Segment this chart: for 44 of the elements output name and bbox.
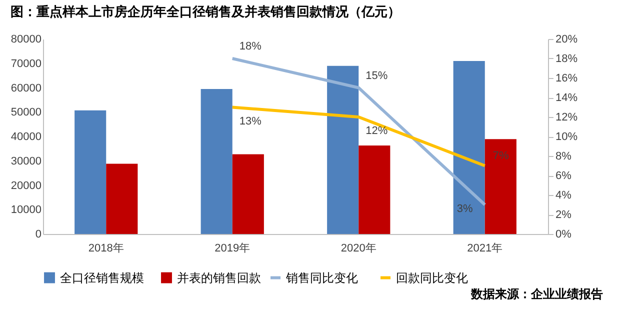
y2-tick-label: 18% [556, 53, 578, 65]
chart-title: 图：重点样本上市房企历年全口径销售及并表销售回款情况（亿元） [10, 4, 400, 19]
bar [327, 66, 359, 234]
bar [200, 88, 232, 234]
y-tick-label: 50000 [10, 106, 42, 119]
y2-tick-label: 10% [556, 131, 578, 143]
y-tick-label: 80000 [10, 34, 42, 46]
y2-tick-label: 6% [556, 170, 572, 182]
y2-tick-label: 12% [556, 112, 578, 124]
y2-tick-label: 2% [556, 209, 572, 221]
legend-label: 回款同比变化 [396, 270, 468, 285]
data-label: 12% [366, 125, 388, 137]
bar [232, 154, 264, 234]
data-label: 3% [456, 202, 474, 215]
y-tick-label: 20000 [10, 180, 42, 192]
y-tick-label: 0 [35, 228, 42, 240]
bar [358, 146, 390, 234]
source-note: 数据来源：企业业绩报告 [470, 287, 603, 301]
legend-label: 并表的销售回款 [177, 270, 261, 285]
bar [74, 110, 106, 234]
y2-tick-label: 14% [556, 92, 578, 104]
y2-tick-label: 20% [556, 34, 578, 46]
y2-tick-label: 8% [556, 150, 572, 162]
data-label: 7% [492, 150, 510, 162]
y2-tick-label: 4% [556, 190, 572, 202]
data-label: 15% [366, 70, 388, 82]
x-tick-label: 2019年 [214, 242, 250, 254]
x-tick-label: 2021年 [467, 242, 503, 254]
bar [106, 164, 138, 234]
x-tick-label: 2020年 [340, 242, 376, 254]
y-tick-label: 30000 [10, 155, 42, 168]
x-tick-label: 2018年 [88, 242, 124, 254]
y2-tick-label: 0% [556, 228, 572, 240]
y-tick-label: 40000 [10, 131, 42, 143]
data-label: 13% [239, 115, 262, 128]
legend-label: 全口径销售规模 [60, 270, 144, 285]
data-label: 18% [239, 40, 262, 52]
bar [484, 139, 516, 234]
y-tick-label: 70000 [10, 58, 42, 70]
bar [453, 60, 485, 234]
y-tick-label: 60000 [10, 82, 42, 94]
legend-label: 销售同比变化 [285, 270, 358, 285]
y2-tick-label: 16% [556, 72, 578, 84]
y-tick-label: 10000 [10, 204, 42, 216]
